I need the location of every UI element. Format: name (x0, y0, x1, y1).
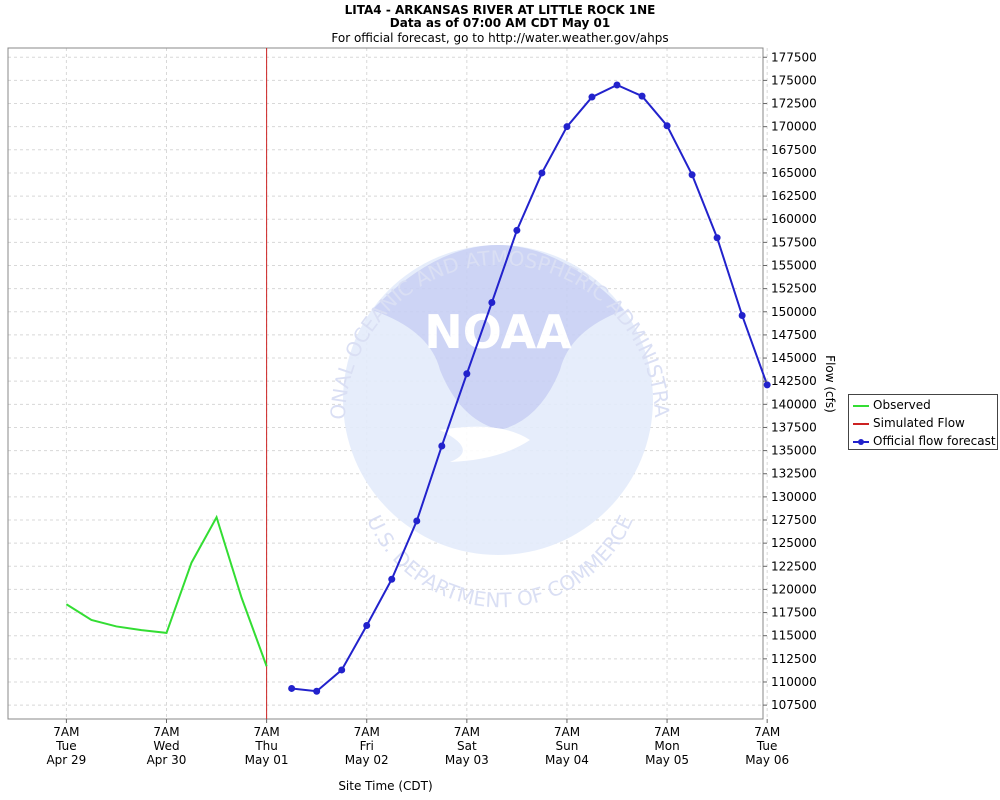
x-tick-label-day: Thu (254, 739, 278, 753)
forecast-point (288, 684, 296, 692)
y-tick-label: 107500 (771, 698, 817, 712)
y-tick-label: 115000 (771, 629, 817, 643)
x-tick-label-time: 7AM (754, 725, 780, 739)
legend-label-observed: Observed (873, 398, 931, 412)
y-tick-label: 122500 (771, 559, 817, 573)
y-tick-label: 172500 (771, 97, 817, 111)
y-tick-label: 177500 (771, 50, 817, 64)
x-tick-label-time: 7AM (454, 725, 480, 739)
y-tick-label: 120000 (771, 582, 817, 596)
forecast-point (413, 517, 421, 525)
y-tick-label: 170000 (771, 120, 817, 134)
x-tick-label-date: May 06 (745, 753, 789, 767)
x-tick-label-time: 7AM (654, 725, 680, 739)
observed-series-line (65, 514, 268, 667)
x-tick-label-time: 7AM (554, 725, 580, 739)
forecast-point (438, 442, 446, 450)
x-tick-label-day: Wed (153, 739, 179, 753)
y-tick-label: 140000 (771, 397, 817, 411)
y-tick-label: 157500 (771, 235, 817, 249)
forecast-point (738, 311, 746, 319)
y-tick-label: 110000 (771, 675, 817, 689)
y-tick-label: 165000 (771, 166, 817, 180)
forecast-point (688, 171, 696, 179)
x-tick-label-day: Tue (756, 739, 778, 753)
chart-title: LITA4 - ARKANSAS RIVER AT LITTLE ROCK 1N… (344, 3, 656, 17)
y-tick-label: 117500 (771, 606, 817, 620)
legend-label-forecast: Official flow forecast (873, 434, 996, 448)
forecast-point (763, 381, 771, 389)
y-tick-label: 135000 (771, 444, 817, 458)
forecast-point (713, 234, 721, 242)
forecast-point (613, 81, 621, 89)
official-forecast-note: For official forecast, go to http://wate… (331, 31, 669, 45)
legend-item-forecast: Official flow forecast (853, 433, 996, 449)
x-tick-label-day: Mon (654, 739, 679, 753)
legend-item-observed: Observed (853, 397, 931, 413)
y-tick-label: 152500 (771, 282, 817, 296)
x-axis-label: Site Time (CDT) (338, 779, 432, 793)
x-tick-label-date: May 05 (645, 753, 689, 767)
legend-item-simulated: Simulated Flow (853, 415, 965, 431)
x-tick-label-date: May 01 (245, 753, 289, 767)
forecast-point (563, 123, 571, 131)
x-tick-label-time: 7AM (254, 725, 280, 739)
y-tick-label: 150000 (771, 305, 817, 319)
y-tick-label: 132500 (771, 467, 817, 481)
y-tick-label: 160000 (771, 212, 817, 226)
forecast-point (488, 299, 496, 307)
forecast-point (538, 169, 546, 177)
y-tick-label: 147500 (771, 328, 817, 342)
noaa-watermark: NOAA NATIONAL OCEANIC AND ATMOSPHERIC AD… (0, 0, 674, 612)
forecast-series-line (291, 83, 769, 693)
x-tick-label-date: May 02 (345, 753, 389, 767)
chart-subtitle: Data as of 07:00 AM CDT May 01 (389, 16, 611, 30)
forecast-point (513, 226, 521, 234)
legend: Observed Simulated Flow Official flow fo… (848, 394, 998, 450)
x-tick-label-time: 7AM (53, 725, 79, 739)
y-tick-label: 142500 (771, 374, 817, 388)
y-tick-label: 145000 (771, 351, 817, 365)
forecast-point (638, 92, 646, 100)
x-tick-label-date: Apr 29 (46, 753, 86, 767)
legend-swatch-simulated (853, 422, 869, 425)
legend-swatch-forecast (853, 438, 869, 445)
y-tick-label: 167500 (771, 143, 817, 157)
forecast-point (588, 93, 596, 101)
plot-area (7, 47, 764, 720)
x-tick-label-time: 7AM (354, 725, 380, 739)
x-tick-label-time: 7AM (153, 725, 179, 739)
x-tick-label-day: Sun (556, 739, 579, 753)
x-tick-label-date: May 03 (445, 753, 489, 767)
forecast-point (338, 666, 346, 674)
legend-label-simulated: Simulated Flow (873, 416, 965, 430)
y-tick-label: 175000 (771, 73, 817, 87)
forecast-point (463, 370, 471, 378)
noaa-logo-text: NOAA (424, 305, 572, 359)
forecast-point (363, 622, 371, 630)
x-tick-label-day: Sat (457, 739, 477, 753)
x-tick-label-day: Tue (55, 739, 77, 753)
x-tick-label-date: May 04 (545, 753, 589, 767)
y-tick-label: 130000 (771, 490, 817, 504)
y-tick-label: 155000 (771, 258, 817, 272)
y-axis-label: Flow (cfs) (823, 355, 837, 413)
forecast-point (663, 122, 671, 130)
x-tick-label-date: Apr 30 (147, 753, 187, 767)
legend-swatch-observed (853, 404, 869, 407)
x-tick-label-day: Fri (360, 739, 374, 753)
y-tick-label: 112500 (771, 652, 817, 666)
forecast-point (388, 575, 396, 583)
y-tick-label: 125000 (771, 536, 817, 550)
forecast-point (313, 687, 321, 695)
y-tick-label: 162500 (771, 189, 817, 203)
y-tick-label: 137500 (771, 420, 817, 434)
y-tick-label: 127500 (771, 513, 817, 527)
